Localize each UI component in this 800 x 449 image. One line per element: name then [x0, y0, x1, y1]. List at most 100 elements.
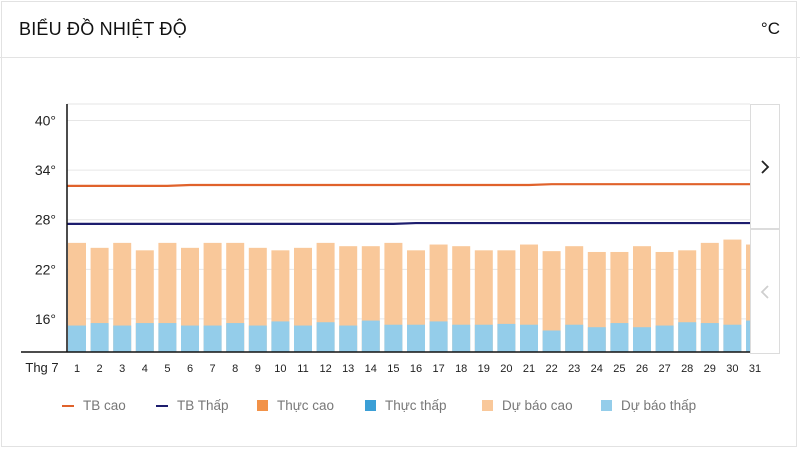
x-month-label: Thg 7	[25, 360, 58, 375]
bar-forecast-low	[587, 327, 606, 352]
bar-forecast-low	[203, 325, 222, 352]
y-tick-label: 16°	[35, 311, 56, 327]
bar-forecast-low	[610, 323, 629, 352]
bar-forecast-high	[633, 246, 651, 352]
bar-forecast-low	[90, 323, 109, 352]
x-tick-label: 15	[387, 363, 399, 375]
x-tick-label: 11	[297, 363, 308, 375]
legend-item[interactable]: TB cao	[62, 398, 126, 413]
x-tick-label: 23	[568, 363, 580, 375]
x-tick-label: 12	[319, 363, 331, 375]
legend-label: Dự báo thấp	[621, 398, 697, 413]
legend-label: Thực thấp	[385, 398, 447, 413]
x-tick-label: 27	[658, 363, 670, 375]
chart-title: BIỂU ĐỒ NHIỆT ĐỘ	[19, 19, 187, 39]
x-tick-label: 16	[410, 363, 422, 375]
bar-forecast-low	[158, 323, 177, 352]
x-tick-label: 25	[613, 363, 625, 375]
x-tick-label: 8	[232, 363, 238, 375]
legend-item[interactable]: TB Thấp	[156, 398, 229, 413]
bar-forecast-low	[271, 321, 290, 352]
unit-label: °C	[760, 19, 780, 38]
bar-forecast-high	[746, 244, 750, 352]
bar-forecast-low	[429, 321, 448, 352]
x-tick-label: 26	[636, 363, 648, 375]
x-tick-label: 13	[342, 363, 354, 375]
legend-label: TB cao	[83, 398, 126, 413]
bar-forecast-low	[68, 325, 86, 352]
next-button[interactable]	[750, 104, 780, 229]
x-tick-label: 21	[523, 363, 535, 375]
bar-forecast-low	[135, 323, 154, 352]
x-tick-label: 18	[455, 363, 467, 375]
legend-item[interactable]: Dự báo cao	[482, 398, 573, 413]
x-tick-label: 3	[119, 363, 125, 375]
x-tick-label: 29	[704, 363, 716, 375]
bar-forecast-low	[113, 325, 132, 352]
x-tick-label: 19	[478, 363, 490, 375]
y-tick-label: 28°	[35, 212, 56, 228]
x-tick-label: 28	[681, 363, 693, 375]
x-tick-label: 24	[591, 363, 603, 375]
legend-label: TB Thấp	[177, 398, 229, 413]
bar-forecast-low	[316, 322, 335, 352]
bar-forecast-low	[520, 324, 538, 352]
x-tick-label: 14	[365, 363, 377, 375]
bar-forecast-high	[203, 242, 222, 352]
bar-forecast-low	[407, 324, 425, 352]
legend-label: Thực cao	[277, 398, 335, 413]
x-tick-label: 6	[187, 363, 193, 375]
bar-forecast-low	[746, 320, 750, 352]
x-tick-label: 30	[726, 363, 738, 375]
x-tick-label: 22	[545, 363, 557, 375]
legend-swatch	[257, 400, 268, 411]
bar-forecast-low	[361, 320, 380, 352]
x-tick-label: 31	[749, 363, 761, 375]
bar-forecast-high	[113, 242, 132, 352]
bar-forecast-low	[339, 325, 358, 352]
plot-area	[67, 183, 750, 352]
bar-forecast-low	[678, 322, 697, 352]
legend-swatch	[601, 400, 612, 411]
chart-legend: TB cao TB Thấp Thực cao Thực thấp Dự báo cao…	[0, 398, 800, 418]
x-tick-label: 5	[164, 363, 170, 375]
chevron-left-icon	[760, 284, 769, 299]
bar-forecast-low	[248, 325, 267, 352]
prev-button[interactable]	[750, 229, 780, 354]
bar-forecast-low	[655, 325, 674, 352]
chevron-right-icon	[761, 159, 770, 174]
bar-forecast-low	[633, 327, 651, 352]
legend-swatch	[482, 400, 493, 411]
bar-forecast-low	[181, 325, 199, 352]
avg-high-line	[67, 183, 750, 187]
bar-forecast-high	[542, 251, 561, 352]
y-tick-label: 22°	[35, 261, 56, 277]
bar-forecast-low	[384, 324, 403, 352]
bar-forecast-low	[565, 324, 584, 352]
x-tick-label: 2	[97, 363, 103, 375]
bar-forecast-low	[452, 324, 471, 352]
legend-item[interactable]: Thực thấp	[365, 398, 447, 413]
avg-low-line	[67, 221, 750, 225]
x-tick-label: 17	[432, 363, 444, 375]
bar-forecast-high	[723, 239, 742, 352]
legend-swatch	[62, 404, 74, 407]
x-tick-label: 7	[210, 363, 216, 375]
legend-item[interactable]: Dự báo thấp	[601, 398, 696, 413]
bar-forecast-low	[294, 325, 312, 352]
bar-forecast-high	[68, 242, 86, 352]
bar-forecast-low	[700, 323, 719, 352]
legend-label: Dự báo cao	[502, 398, 573, 413]
legend-swatch	[156, 404, 168, 407]
legend-item[interactable]: Thực cao	[257, 398, 334, 413]
bar-forecast-low	[474, 324, 493, 352]
x-tick-label: 4	[142, 363, 148, 375]
x-tick-label: 20	[500, 363, 512, 375]
x-tick-label: 9	[255, 363, 261, 375]
bar-forecast-low	[497, 323, 516, 352]
bar-forecast-low	[226, 323, 245, 352]
x-tick-label: 1	[74, 363, 80, 375]
chart-header: BIỂU ĐỒ NHIỆT ĐỘ °C	[0, 0, 800, 58]
